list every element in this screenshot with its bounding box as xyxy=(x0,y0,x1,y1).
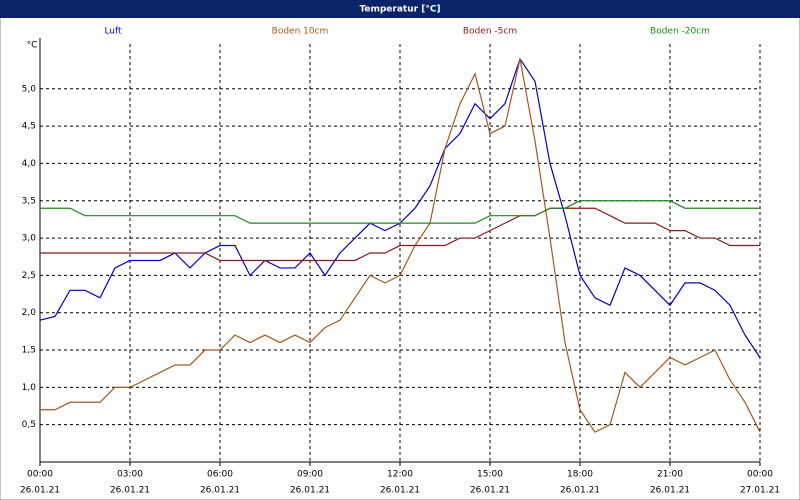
series-line xyxy=(40,200,760,224)
x-tick-date: 26.01.21 xyxy=(380,486,420,496)
legend-entry: Boden -5cm xyxy=(463,27,517,37)
legend-entry: Luft xyxy=(104,27,122,37)
y-tick-label: 5,0 xyxy=(22,84,37,94)
x-tick-date: 27.01.21 xyxy=(740,486,780,496)
x-tick-date: 26.01.21 xyxy=(20,486,60,496)
x-tick-label: 12:00 xyxy=(387,470,413,480)
y-unit: °C xyxy=(27,41,38,51)
title-bar xyxy=(0,0,800,18)
x-tick-label: 21:00 xyxy=(657,470,683,480)
y-tick-label: 1,0 xyxy=(22,383,37,393)
x-tick-date: 26.01.21 xyxy=(560,486,600,496)
chart-title: Temperatur [°C] xyxy=(359,5,440,15)
x-tick-label: 03:00 xyxy=(117,470,143,480)
y-tick-label: 1,5 xyxy=(22,346,36,356)
y-tick-label: 4,0 xyxy=(22,159,37,169)
x-tick-label: 06:00 xyxy=(207,470,233,480)
x-tick-date: 26.01.21 xyxy=(290,486,330,496)
y-tick-label: 3,0 xyxy=(22,234,37,244)
legend-entry: Boden -20cm xyxy=(650,27,710,37)
x-tick-date: 26.01.21 xyxy=(110,486,150,496)
y-tick-label: 4,5 xyxy=(22,122,36,132)
series-line xyxy=(40,58,761,433)
x-tick-label: 09:00 xyxy=(297,470,323,480)
x-tick-label: 18:00 xyxy=(567,470,593,480)
y-tick-label: 0,5 xyxy=(22,420,36,430)
y-tick-label: 3,5 xyxy=(22,196,36,206)
x-tick-label: 00:00 xyxy=(747,470,773,480)
x-tick-date: 26.01.21 xyxy=(200,486,240,496)
series-line xyxy=(40,207,760,262)
legend-entry: Boden 10cm xyxy=(272,27,329,37)
x-tick-date: 26.01.21 xyxy=(470,486,510,496)
x-tick-date: 26.01.21 xyxy=(650,486,690,496)
x-tick-label: 00:00 xyxy=(27,470,53,480)
y-tick-label: 2,5 xyxy=(22,271,36,281)
y-tick-label: 2,0 xyxy=(22,308,37,318)
x-tick-label: 15:00 xyxy=(477,470,503,480)
